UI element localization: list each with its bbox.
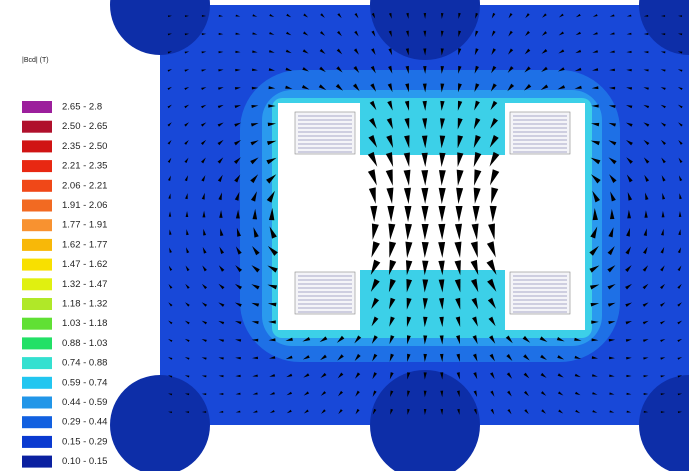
core-center [358, 155, 507, 270]
legend-label: 0.88 - 1.03 [62, 338, 107, 349]
legend-label: 1.32 - 1.47 [62, 279, 107, 290]
legend-swatch [22, 101, 52, 113]
legend-swatch [22, 318, 52, 330]
legend-swatch [22, 357, 52, 369]
legend-label: 1.18 - 1.32 [62, 299, 107, 310]
legend-swatch [22, 140, 52, 152]
legend-label: 1.77 - 1.91 [62, 220, 107, 231]
legend-label: 0.29 - 0.44 [62, 417, 107, 428]
legend-swatch [22, 219, 52, 231]
legend-label: 2.35 - 2.50 [62, 141, 107, 152]
legend-swatch [22, 200, 52, 212]
legend-label: 1.47 - 1.62 [62, 259, 107, 270]
legend-swatch [22, 436, 52, 448]
legend-swatch [22, 397, 52, 409]
legend-swatch [22, 259, 52, 271]
legend-label: 0.59 - 0.74 [62, 377, 107, 388]
legend-label: 1.03 - 1.18 [62, 318, 107, 329]
legend-label: 2.21 - 2.35 [62, 161, 107, 172]
legend-swatch [22, 239, 52, 251]
legend: 2.65 - 2.8 2.50 - 2.65 2.35 - 2.50 2.21 - 2… [22, 101, 107, 468]
legend-label: 2.65 - 2.8 [62, 102, 102, 113]
legend-label: 0.10 - 0.15 [62, 456, 107, 467]
legend-swatch [22, 121, 52, 133]
low-field-zone [110, 375, 210, 471]
field-plot [110, 0, 689, 471]
legend-swatch [22, 416, 52, 428]
legend-swatch [22, 298, 52, 310]
legend-swatch [22, 180, 52, 192]
legend-label: 1.91 - 2.06 [62, 200, 107, 211]
legend-label: 0.44 - 0.59 [62, 397, 107, 408]
legend-swatch [22, 377, 52, 389]
legend-swatch [22, 456, 52, 468]
legend-label: 2.50 - 2.65 [62, 121, 107, 132]
legend-swatch [22, 160, 52, 172]
legend-title: |Bcd| (T) [22, 57, 49, 64]
field-plot-figure: |Bcd| (T) 2.65 - 2.8 2.50 - 2.65 2.35 - 2.… [0, 0, 689, 471]
legend-swatch [22, 337, 52, 349]
legend-swatch [22, 278, 52, 290]
legend-label: 1.62 - 1.77 [62, 239, 107, 250]
legend-label: 0.74 - 0.88 [62, 358, 107, 369]
legend-label: 2.06 - 2.21 [62, 180, 107, 191]
legend-label: 0.15 - 0.29 [62, 436, 107, 447]
